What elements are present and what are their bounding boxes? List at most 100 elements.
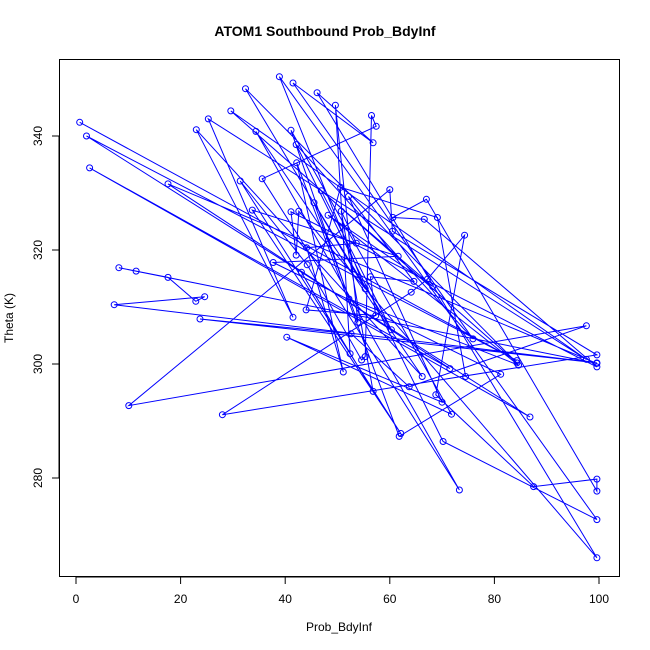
chart-title: ATOM1 Southbound Prob_BdyInf — [214, 23, 435, 39]
data-point — [287, 126, 295, 134]
data-point — [433, 214, 441, 221]
x-axis: 0 20 40 60 80 100 — [73, 576, 609, 606]
data-point — [269, 259, 277, 266]
data-point — [593, 359, 601, 367]
data-point — [593, 363, 601, 371]
data-point — [469, 335, 477, 343]
data-point — [593, 475, 601, 483]
data-point — [297, 268, 305, 276]
data-point — [515, 361, 522, 369]
data-point — [293, 159, 301, 167]
data-point — [283, 333, 291, 341]
data-point — [422, 195, 430, 203]
data-point — [389, 214, 397, 221]
data-point — [115, 264, 123, 272]
data-point — [287, 208, 295, 216]
data-point — [395, 432, 403, 440]
data-point — [462, 373, 470, 380]
data-point — [448, 410, 455, 418]
data-point — [289, 313, 297, 321]
data-series — [76, 73, 601, 562]
data-point — [526, 413, 534, 421]
data-point — [513, 357, 521, 365]
data-point — [192, 297, 200, 305]
data-point — [388, 227, 396, 235]
data-point — [86, 164, 94, 172]
data-point — [337, 183, 345, 191]
data-point — [429, 283, 437, 290]
data-point — [236, 177, 244, 185]
x-tick-label: 60 — [383, 592, 397, 606]
y-tick-label: 280 — [31, 468, 45, 488]
data-point — [420, 215, 428, 223]
data-point — [302, 306, 310, 314]
data-point — [346, 350, 354, 358]
y-axis: 280 300 320 340 — [31, 126, 60, 488]
data-point — [582, 355, 590, 363]
data-point — [418, 373, 426, 380]
data-point — [242, 85, 249, 93]
data-point — [317, 187, 325, 195]
data-point — [252, 127, 260, 135]
data-point — [164, 180, 172, 188]
data-point — [372, 312, 380, 320]
x-tick-label: 80 — [488, 592, 502, 606]
data-point — [227, 107, 235, 115]
data-point — [337, 207, 345, 215]
data-point — [593, 351, 601, 359]
data-point — [593, 516, 601, 524]
data-point — [196, 315, 204, 323]
data-point — [369, 139, 377, 147]
x-tick-label: 20 — [174, 592, 188, 606]
data-point — [125, 402, 133, 410]
data-point — [164, 273, 172, 281]
y-tick-label: 300 — [31, 354, 45, 374]
data-point — [218, 411, 226, 419]
data-point — [83, 132, 90, 140]
data-point — [424, 275, 431, 283]
data-point — [439, 438, 447, 445]
data-point — [358, 356, 366, 364]
data-point — [372, 122, 380, 130]
data-point — [387, 326, 395, 334]
data-point — [110, 301, 118, 309]
data-point — [369, 387, 377, 395]
data-point — [582, 322, 590, 330]
data-point — [432, 391, 440, 399]
data-point — [438, 398, 446, 406]
data-point — [455, 486, 463, 494]
data-point — [275, 73, 283, 81]
data-point — [295, 207, 303, 215]
data-point — [347, 330, 355, 338]
data-point — [132, 267, 140, 275]
data-point — [394, 252, 402, 260]
data-point — [339, 368, 347, 376]
data-point — [352, 239, 360, 247]
y-axis-label: Theta (K) — [2, 293, 16, 343]
x-tick-label: 100 — [589, 592, 609, 606]
y-tick-label: 320 — [31, 240, 45, 260]
data-point — [366, 273, 374, 281]
data-point — [386, 186, 394, 194]
data-point — [313, 89, 321, 97]
x-tick-label: 40 — [279, 592, 293, 606]
data-point — [204, 115, 212, 123]
data-point — [461, 231, 469, 239]
data-point — [446, 365, 454, 373]
data-point — [192, 126, 200, 134]
data-point — [497, 370, 505, 378]
data-point — [292, 141, 300, 149]
data-point — [345, 295, 353, 303]
data-point — [354, 318, 362, 326]
data-point — [303, 244, 311, 252]
data-point — [410, 277, 418, 285]
data-point — [201, 293, 209, 301]
data-point — [361, 285, 369, 293]
series-line — [79, 76, 599, 559]
data-point — [513, 359, 521, 367]
data-point — [331, 101, 339, 109]
data-point — [324, 211, 332, 219]
data-point — [530, 483, 538, 491]
